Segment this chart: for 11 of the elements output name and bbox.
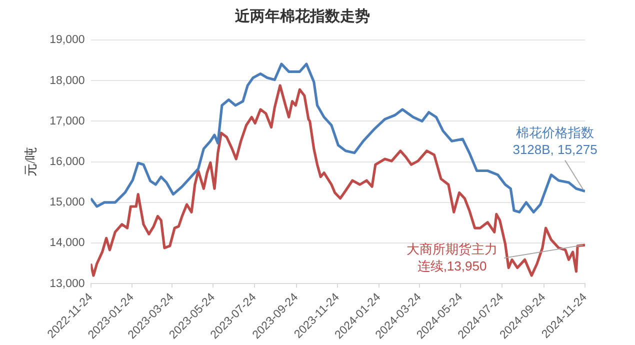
y-tick-label: 15,000 — [50, 196, 85, 209]
y-tick-label: 16,000 — [50, 156, 85, 168]
y-tick-label: 19,000 — [50, 34, 85, 46]
annotation: 大商所期货主力连续,13,950 — [406, 242, 498, 274]
annotation: 棉花价格指数 3128B, 15,275 — [512, 124, 598, 157]
y-tick-label: 17,000 — [50, 115, 85, 128]
y-tick-label: 14,000 — [50, 237, 85, 250]
y-tick-label: 13,000 — [50, 278, 85, 290]
y-axis-title: 元/吨 — [23, 147, 38, 177]
y-tick-label: 18,000 — [50, 74, 85, 87]
chart-title: 近两年棉花指数走势 — [234, 8, 370, 26]
